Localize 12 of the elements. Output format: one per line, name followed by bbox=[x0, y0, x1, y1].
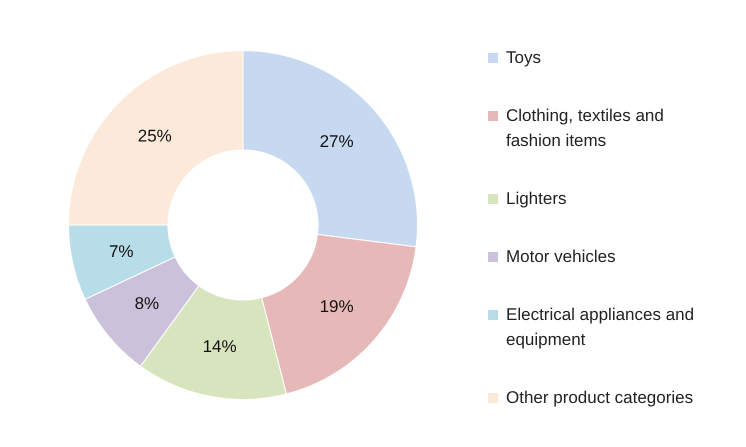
data-label: 14% bbox=[202, 337, 237, 356]
legend-label: Electrical appliances and equipment bbox=[506, 304, 696, 352]
legend-label: Motor vehicles bbox=[506, 246, 616, 268]
data-label: 7% bbox=[108, 242, 134, 261]
data-label: 25% bbox=[138, 126, 172, 146]
data-label: 8% bbox=[134, 294, 160, 314]
data-label: 27% bbox=[320, 132, 354, 152]
data-label: 19% bbox=[320, 297, 354, 316]
legend-label: Clothing, textiles and fashion items bbox=[506, 104, 665, 152]
legend-label: Toys bbox=[506, 46, 541, 69]
legend-label: Lighters bbox=[506, 188, 566, 210]
legend-label: Other product categories bbox=[506, 387, 694, 410]
